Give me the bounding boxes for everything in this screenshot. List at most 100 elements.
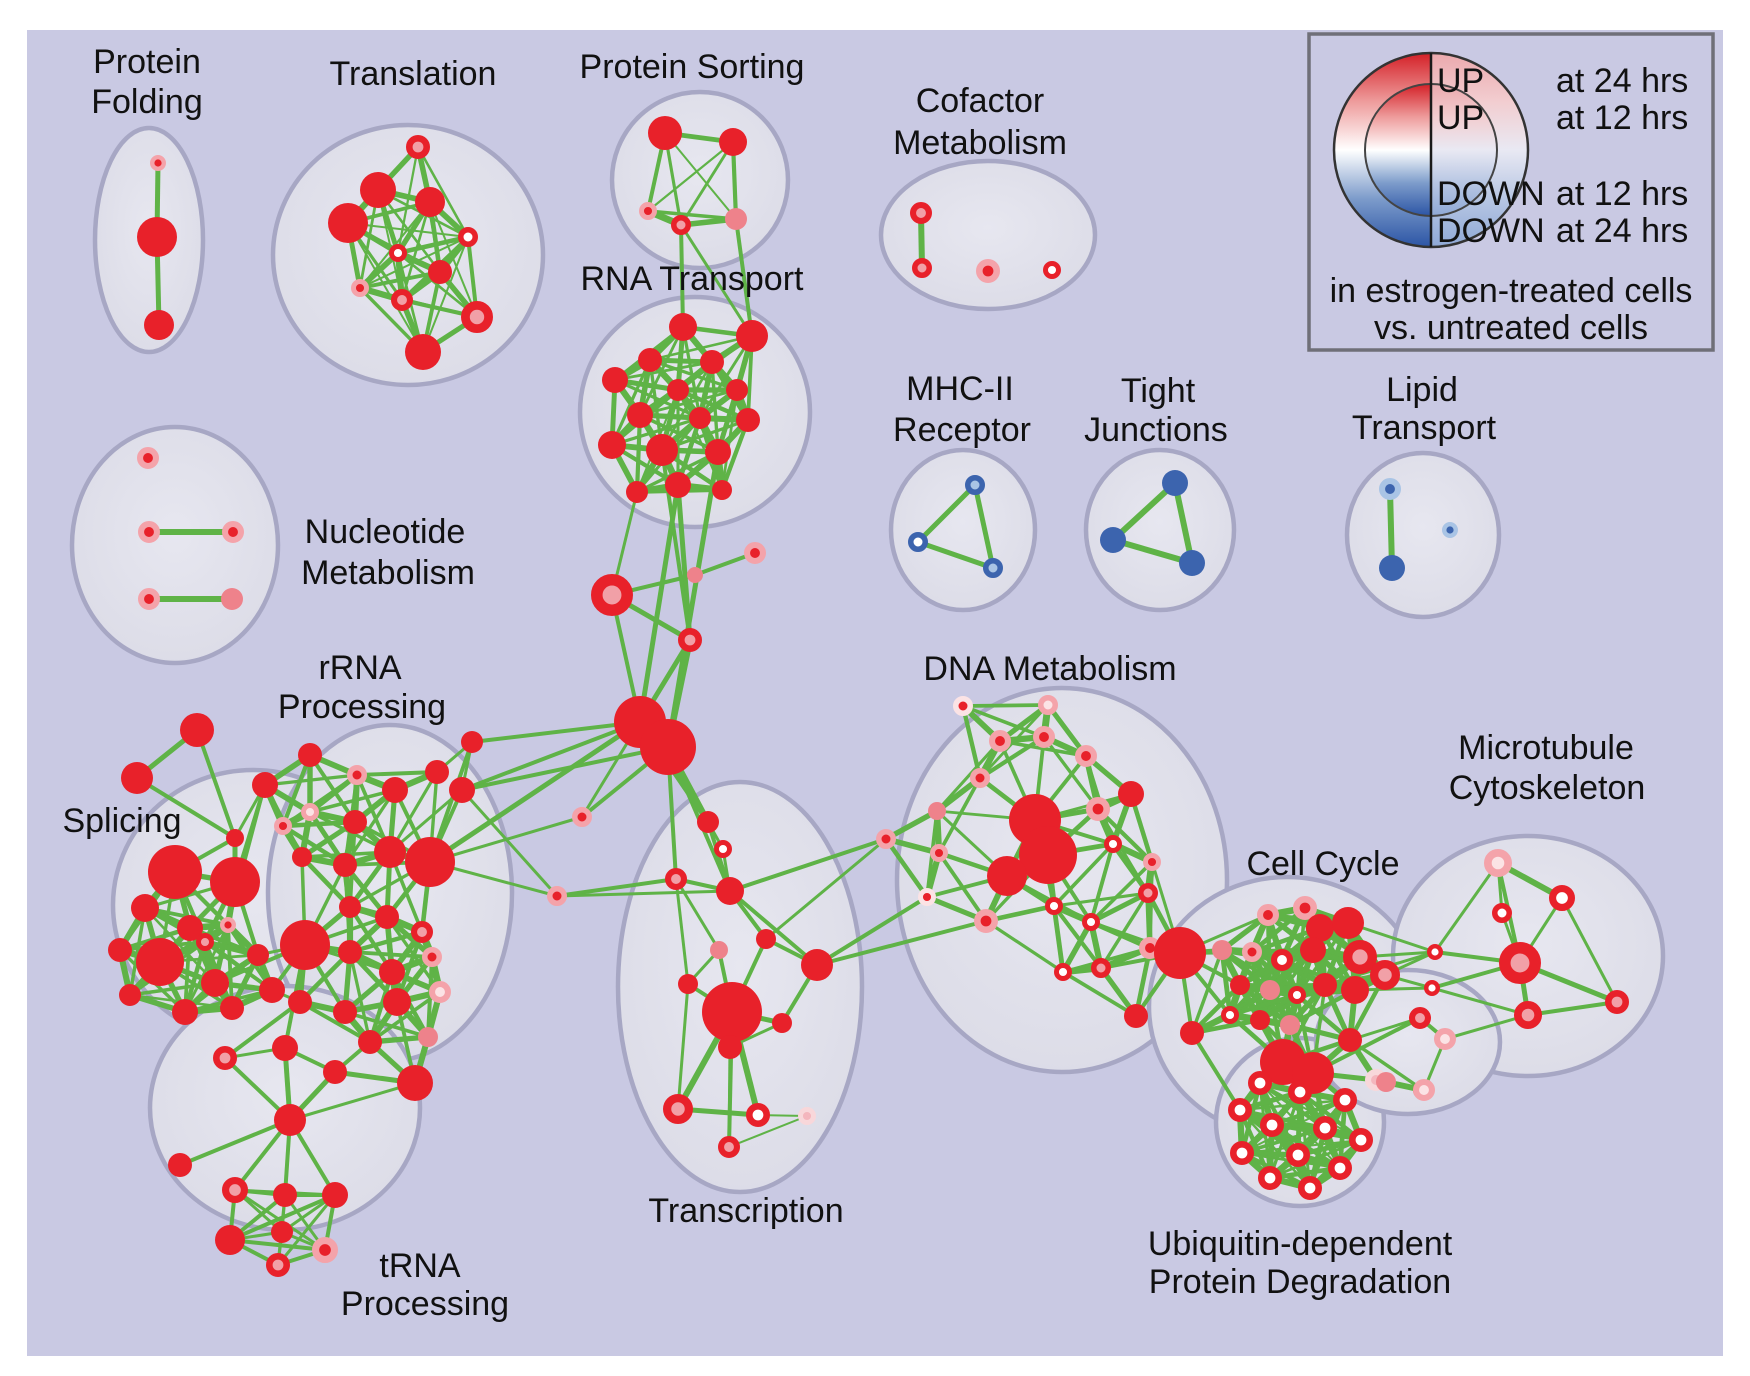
node bbox=[598, 431, 626, 459]
edge bbox=[917, 539, 994, 571]
node bbox=[460, 300, 493, 333]
node bbox=[360, 172, 396, 208]
edge bbox=[223, 1000, 302, 1060]
node bbox=[292, 847, 312, 867]
edge bbox=[614, 360, 713, 382]
legend-box: UP at 24 hrs UP at 12 hrs DOWN at 12 hrs… bbox=[1307, 32, 1715, 352]
node bbox=[1250, 1010, 1270, 1030]
edge bbox=[356, 770, 438, 777]
node bbox=[247, 944, 269, 966]
node bbox=[219, 917, 236, 934]
node bbox=[1483, 848, 1512, 877]
node bbox=[1499, 942, 1542, 985]
node bbox=[389, 244, 408, 263]
edge bbox=[1431, 986, 1529, 1017]
node bbox=[953, 696, 973, 716]
node bbox=[382, 777, 408, 803]
node bbox=[1286, 1143, 1311, 1168]
edge bbox=[1387, 488, 1395, 569]
node bbox=[591, 574, 634, 617]
edge bbox=[1053, 891, 1149, 908]
edge bbox=[308, 753, 357, 824]
edge bbox=[962, 704, 1045, 739]
node bbox=[428, 260, 452, 284]
node bbox=[397, 1065, 433, 1101]
node bbox=[201, 969, 229, 997]
nucleotide-metabolism-label: Metabolism bbox=[301, 554, 475, 592]
node bbox=[1257, 904, 1280, 927]
edge bbox=[1099, 892, 1150, 969]
edge bbox=[729, 837, 887, 893]
edge bbox=[299, 1000, 371, 1044]
edge bbox=[1110, 480, 1178, 543]
node bbox=[1086, 796, 1111, 821]
node bbox=[1230, 1141, 1255, 1166]
edge bbox=[1089, 860, 1154, 924]
edge bbox=[978, 735, 1046, 780]
edge bbox=[664, 132, 737, 220]
node bbox=[390, 288, 413, 311]
node bbox=[1298, 1176, 1323, 1201]
legend-footnote-line2: vs. untreated cells bbox=[1374, 309, 1648, 347]
edge bbox=[229, 1238, 326, 1252]
edge bbox=[978, 704, 1050, 779]
node bbox=[328, 203, 368, 243]
edge bbox=[727, 1046, 732, 1148]
node bbox=[1288, 1080, 1313, 1105]
protein-sorting-ellipse bbox=[609, 89, 791, 271]
node bbox=[1379, 555, 1405, 581]
legend-row-down24-label: DOWN bbox=[1437, 212, 1545, 250]
node bbox=[669, 313, 697, 341]
node bbox=[705, 439, 731, 465]
node bbox=[119, 984, 141, 1006]
edge bbox=[985, 919, 1064, 974]
node bbox=[1154, 927, 1206, 979]
edge bbox=[1110, 842, 1151, 895]
node bbox=[689, 407, 711, 429]
edge bbox=[639, 388, 738, 417]
node bbox=[148, 845, 202, 899]
lipid-transport-ellipse bbox=[1344, 450, 1502, 620]
legend-row-down24-time: at 24 hrs bbox=[1556, 212, 1688, 250]
edge bbox=[674, 878, 690, 985]
edge bbox=[937, 777, 982, 854]
node bbox=[322, 1182, 348, 1208]
node bbox=[712, 480, 732, 500]
node bbox=[210, 857, 260, 907]
node bbox=[137, 521, 160, 544]
edge bbox=[1560, 897, 1619, 1003]
edge bbox=[1349, 1016, 1421, 1042]
node bbox=[744, 542, 767, 565]
node bbox=[221, 588, 243, 610]
node bbox=[667, 379, 689, 401]
node bbox=[339, 896, 361, 918]
node bbox=[1434, 1028, 1457, 1051]
cofactor-metabolism-ellipse bbox=[878, 158, 1098, 312]
legend-circle-inner-right bbox=[1431, 84, 1497, 216]
edge bbox=[234, 1188, 326, 1252]
node bbox=[1293, 895, 1318, 920]
edge bbox=[128, 907, 147, 996]
ubiquitin-degradation-label: Ubiquitin-dependent bbox=[1148, 1225, 1453, 1263]
nucleotide-metabolism-label: Nucleotide bbox=[305, 513, 466, 551]
node bbox=[1260, 980, 1280, 1000]
node bbox=[1260, 1113, 1285, 1138]
node bbox=[1376, 1072, 1396, 1092]
node bbox=[137, 217, 177, 257]
edge bbox=[734, 218, 754, 337]
cofactor-metabolism-label: Cofactor bbox=[916, 82, 1045, 120]
edge bbox=[344, 1010, 429, 1039]
node bbox=[710, 941, 728, 959]
legend-circle-inner-left bbox=[1365, 84, 1431, 216]
edge bbox=[428, 719, 642, 865]
node bbox=[1100, 527, 1126, 553]
node bbox=[298, 743, 322, 767]
edge bbox=[226, 924, 234, 1009]
node bbox=[756, 929, 776, 949]
node bbox=[626, 481, 648, 503]
node bbox=[1338, 1028, 1362, 1052]
dna-metabolism-label: DNA Metabolism bbox=[923, 650, 1176, 688]
node bbox=[168, 1153, 192, 1177]
edge bbox=[416, 146, 470, 238]
